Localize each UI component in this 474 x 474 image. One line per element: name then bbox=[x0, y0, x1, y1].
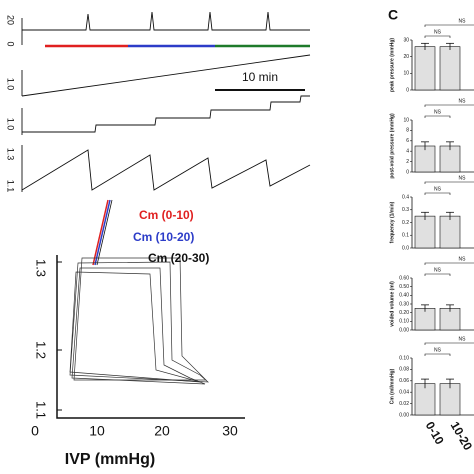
y-axis-title: post-void pressure (mmHg) bbox=[389, 113, 395, 179]
ns-bracket bbox=[424, 262, 474, 265]
y-tick-label: 0.08 bbox=[399, 367, 409, 373]
y-axis-title: frequency (1/min) bbox=[389, 201, 395, 243]
ns-label: NS bbox=[459, 18, 467, 24]
y-tick-label: 0.02 bbox=[399, 401, 409, 407]
ns-bracket bbox=[424, 342, 474, 345]
bar bbox=[439, 383, 461, 416]
y-tick-label: 10 bbox=[403, 117, 409, 123]
y-tick-label: 0.3 bbox=[402, 207, 409, 213]
tick: 1.0 bbox=[6, 78, 16, 91]
y-tick-label: 0.00 bbox=[399, 412, 409, 418]
y-tick-label: 0.10 bbox=[399, 355, 409, 361]
x-tick-label: 10 bbox=[89, 423, 105, 439]
x-axis-title: IVP (mmHg) bbox=[65, 451, 155, 468]
cm-line bbox=[96, 199, 113, 266]
ns-bracket bbox=[424, 115, 451, 118]
y-axis-title: peak pressure (mmHg) bbox=[389, 38, 395, 93]
x-tick-label: 0-10 bbox=[423, 419, 447, 447]
ns-label: NS bbox=[459, 336, 467, 342]
bar bbox=[414, 46, 436, 91]
axes bbox=[56, 255, 245, 419]
ns-bracket bbox=[424, 192, 451, 195]
y-tick-label: 2 bbox=[406, 159, 409, 165]
y-tick-label: 0.2 bbox=[402, 220, 409, 226]
x-tick-label: 10-20 bbox=[448, 419, 474, 453]
y-tick-label: 1.1 bbox=[34, 401, 49, 419]
y-tick-label: 0.30 bbox=[399, 301, 409, 307]
tick: 1.3 bbox=[6, 148, 16, 161]
ns-bracket bbox=[424, 35, 451, 38]
step-trace bbox=[22, 95, 310, 133]
y-tick-label: 0.04 bbox=[399, 390, 409, 396]
y-tick-label: 0.40 bbox=[399, 293, 409, 299]
compliance-trace bbox=[21, 149, 311, 191]
y-tick-label: 20 bbox=[403, 54, 409, 60]
x-tick-label: 0 bbox=[31, 423, 39, 439]
y-tick-label: 0.06 bbox=[399, 378, 409, 384]
legend-entry: Cm (0-10) bbox=[139, 208, 194, 222]
panel-label: C bbox=[388, 7, 398, 23]
y-tick-label: 30 bbox=[403, 37, 409, 43]
scale-label: 10 min bbox=[242, 70, 278, 84]
cm-line bbox=[92, 199, 109, 266]
ns-label: NS bbox=[434, 109, 442, 115]
ns-label: NS bbox=[434, 267, 442, 273]
bar bbox=[414, 215, 436, 249]
y-axis-title: Cm (ml/mmHg) bbox=[389, 368, 395, 404]
y-tick-label: 0 bbox=[406, 169, 409, 175]
pressure-trace bbox=[22, 11, 310, 31]
y-tick-label: 0.60 bbox=[399, 275, 409, 281]
ns-label: NS bbox=[459, 175, 467, 181]
legend-entry: Cm (20-30) bbox=[148, 251, 209, 265]
cm-line bbox=[94, 199, 111, 266]
ns-label: NS bbox=[434, 347, 442, 353]
ns-bracket bbox=[424, 353, 451, 356]
y-tick-label: 0.1 bbox=[402, 233, 409, 239]
legend-entry: Cm (10-20) bbox=[133, 230, 194, 244]
y-tick-label: 1.3 bbox=[34, 259, 49, 277]
bar bbox=[439, 46, 461, 91]
bar bbox=[439, 215, 461, 249]
bar-panels: peak pressure (mmHg) 0102030NSNSpost-void… bbox=[389, 18, 474, 453]
tick: 0 bbox=[6, 41, 16, 46]
y-tick-label: 4 bbox=[406, 149, 409, 155]
y-tick-label: 6 bbox=[406, 138, 409, 144]
x-tick-label: 20 bbox=[154, 423, 170, 439]
y-tick-label: 0.4 bbox=[402, 194, 409, 200]
ns-label: NS bbox=[459, 256, 467, 262]
volume-trace bbox=[21, 54, 311, 97]
x-tick-label: 30 bbox=[222, 423, 238, 439]
tick: 1.1 bbox=[6, 180, 16, 193]
y-tick-label: 0.0 bbox=[402, 245, 409, 251]
y-tick-label: 0.00 bbox=[399, 327, 409, 333]
ns-label: NS bbox=[434, 29, 442, 35]
cm-lines bbox=[92, 199, 113, 266]
ns-bracket bbox=[424, 104, 474, 107]
traces bbox=[21, 11, 311, 192]
y-tick-label: 0.10 bbox=[399, 319, 409, 325]
ns-label: NS bbox=[459, 98, 467, 104]
y-tick-label: 1.2 bbox=[34, 341, 49, 359]
y-tick-label: 8 bbox=[406, 128, 409, 134]
loops bbox=[69, 257, 209, 385]
y-tick-label: 0 bbox=[406, 87, 409, 93]
y-tick-label: 10 bbox=[403, 71, 409, 77]
y-tick-label: 0.20 bbox=[399, 310, 409, 316]
ns-bracket bbox=[424, 273, 451, 276]
y-axis-title: voided volume (ml) bbox=[389, 281, 395, 327]
ns-bracket bbox=[424, 24, 474, 27]
bar bbox=[414, 383, 436, 416]
ns-bracket bbox=[424, 181, 474, 184]
tick: 1.0 bbox=[6, 118, 16, 131]
ns-label: NS bbox=[434, 186, 442, 192]
y-tick-label: 0.50 bbox=[399, 284, 409, 290]
tick: 20 bbox=[6, 15, 16, 25]
